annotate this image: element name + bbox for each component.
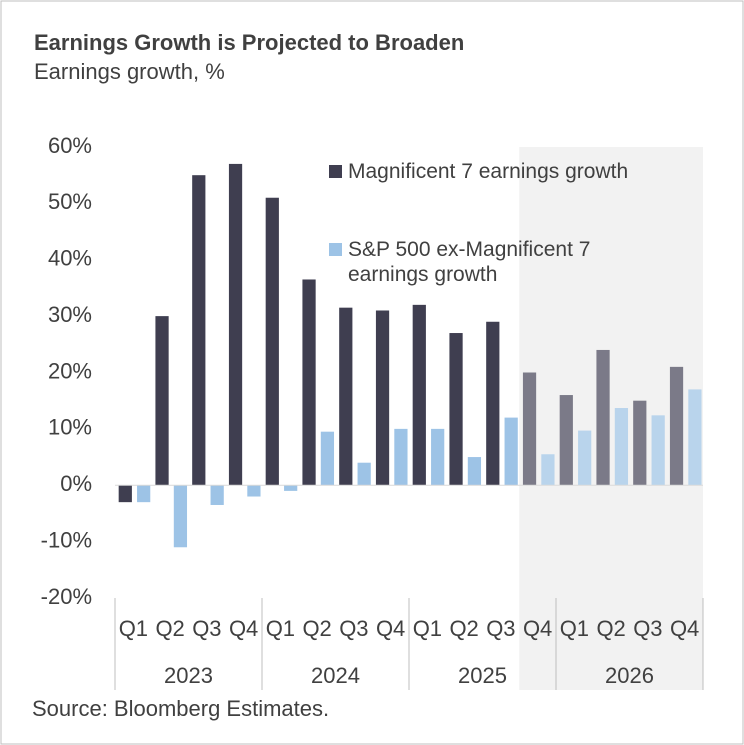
- bar: [614, 408, 629, 486]
- bar: [228, 163, 243, 486]
- legend-label: Magnificent 7 earnings growth: [348, 160, 629, 183]
- bar: [578, 430, 592, 486]
- x-tick-label: Q1: [266, 616, 295, 641]
- y-tick-label: 20%: [48, 358, 92, 383]
- bar: [412, 304, 426, 486]
- x-tick-label: Q1: [413, 616, 442, 641]
- bar: [339, 307, 353, 486]
- bar: [302, 279, 316, 486]
- x-tick-label: Q4: [670, 616, 699, 641]
- x-tick-label: Q3: [486, 616, 515, 641]
- bar: [137, 485, 151, 503]
- year-label: 2025: [458, 663, 507, 688]
- chart-title: Earnings Growth is Projected to Broaden: [34, 30, 464, 55]
- legend-item: Magnificent 7 earnings growth: [329, 159, 628, 184]
- bar: [192, 175, 206, 486]
- bar: [375, 310, 390, 486]
- bar: [669, 366, 684, 486]
- y-tick-label: 40%: [48, 246, 92, 271]
- x-tick-label: Q2: [302, 616, 331, 641]
- year-label: 2026: [605, 663, 654, 688]
- bar: [247, 485, 261, 497]
- bar: [651, 415, 665, 486]
- legend-swatch: [329, 243, 342, 256]
- x-tick-label: Q3: [339, 616, 368, 641]
- x-tick-label: Q2: [449, 616, 478, 641]
- bar: [559, 395, 573, 486]
- bar: [394, 428, 408, 486]
- bar: [541, 454, 555, 486]
- bar: [431, 428, 445, 486]
- x-tick-label: Q3: [192, 616, 221, 641]
- x-tick-label: Q4: [523, 616, 552, 641]
- source: Source: Bloomberg Estimates.: [32, 696, 329, 721]
- year-label: 2023: [164, 663, 213, 688]
- bar: [633, 400, 647, 486]
- x-tick-label: Q4: [229, 616, 258, 641]
- bar: [449, 333, 463, 486]
- bar: [596, 349, 610, 486]
- y-tick-label: 50%: [48, 189, 92, 214]
- y-tick-label: 30%: [48, 302, 92, 327]
- bar: [688, 389, 702, 486]
- bar: [486, 321, 500, 486]
- bar: [467, 457, 482, 486]
- x-tick-label: Q2: [596, 616, 625, 641]
- x-tick-label: Q2: [155, 616, 184, 641]
- bar: [210, 485, 224, 505]
- bar: [118, 485, 132, 503]
- x-tick-label: Q1: [560, 616, 589, 641]
- bar: [155, 316, 169, 486]
- x-tick-label: Q3: [633, 616, 662, 641]
- x-tick-label: Q4: [376, 616, 405, 641]
- x-tick-label: Q1: [119, 616, 148, 641]
- y-tick-label: 60%: [48, 133, 92, 158]
- bar: [504, 417, 518, 486]
- legend-item: S&P 500 ex-Magnificent 7 earnings growth: [329, 237, 629, 287]
- legend-label: S&P 500 ex-Magnificent 7 earnings growth: [348, 238, 591, 286]
- bar: [173, 485, 188, 548]
- bar: [320, 431, 335, 486]
- bar: [265, 197, 279, 486]
- bar: [522, 372, 537, 486]
- bar: [357, 462, 371, 486]
- year-label: 2024: [311, 663, 360, 688]
- y-tick-label: -20%: [41, 584, 92, 609]
- y-tick-label: 10%: [48, 415, 92, 440]
- y-tick-label: -10%: [41, 527, 92, 552]
- bar: [284, 485, 298, 491]
- y-tick-label: 0%: [60, 471, 92, 496]
- legend-swatch: [329, 165, 342, 178]
- chart-subtitle: Earnings growth, %: [34, 59, 225, 84]
